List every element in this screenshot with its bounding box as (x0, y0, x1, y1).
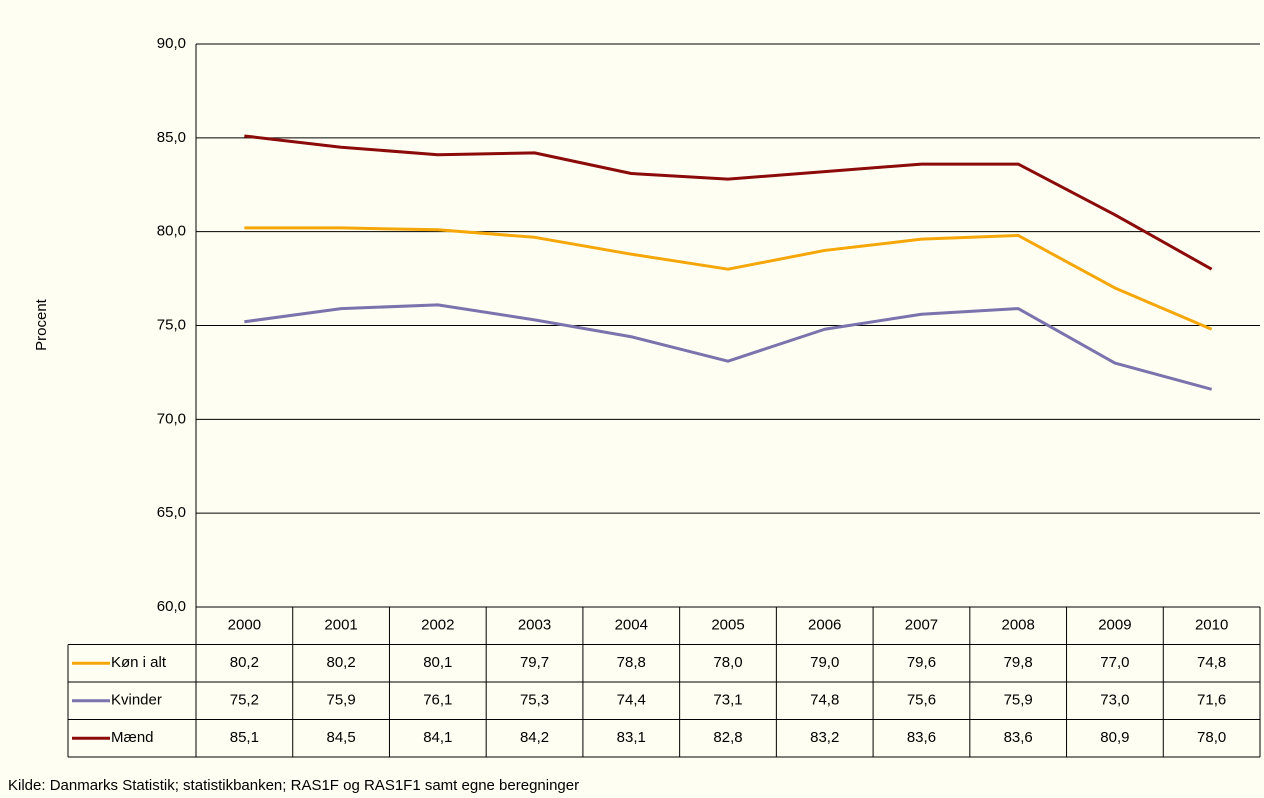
y-tick-label: 75,0 (157, 316, 186, 333)
series-line (244, 303, 1213, 391)
table-value: 82,8 (713, 729, 742, 746)
table-value: 80,9 (1100, 729, 1129, 746)
y-tick-label: 70,0 (157, 410, 186, 427)
table-value: 79,8 (1004, 654, 1033, 671)
table-value: 80,2 (230, 654, 259, 671)
table-value: 74,8 (810, 692, 839, 709)
table-value: 84,2 (520, 729, 549, 746)
y-tick-label: 90,0 (157, 35, 186, 52)
table-value: 83,6 (907, 729, 936, 746)
table-value: 78,8 (617, 654, 646, 671)
table-value: 74,8 (1197, 654, 1226, 671)
table-value: 84,1 (423, 729, 452, 746)
x-tick-label: 2003 (518, 617, 551, 634)
legend-label: Køn i alt (111, 654, 167, 671)
table-value: 75,9 (1004, 692, 1033, 709)
x-tick-label: 2010 (1195, 617, 1228, 634)
table-value: 78,0 (713, 654, 742, 671)
source-note: Kilde: Danmarks Statistik; statistikbank… (8, 777, 579, 794)
table-value: 85,1 (230, 729, 259, 746)
table-value: 83,1 (617, 729, 646, 746)
table-value: 80,1 (423, 654, 452, 671)
x-tick-label: 2008 (1001, 617, 1034, 634)
x-tick-label: 2009 (1098, 617, 1131, 634)
table-value: 83,6 (1004, 729, 1033, 746)
table-value: 78,0 (1197, 729, 1226, 746)
table-value: 79,7 (520, 654, 549, 671)
y-tick-label: 60,0 (157, 598, 186, 615)
legend-label: Kvinder (111, 692, 162, 709)
table-value: 75,2 (230, 692, 259, 709)
x-tick-label: 2000 (228, 617, 261, 634)
y-tick-label: 85,0 (157, 129, 186, 146)
table-value: 80,2 (326, 654, 355, 671)
x-tick-label: 2005 (711, 617, 744, 634)
table-value: 79,6 (907, 654, 936, 671)
table-value: 73,0 (1100, 692, 1129, 709)
table-value: 75,9 (326, 692, 355, 709)
table-value: 83,2 (810, 729, 839, 746)
y-tick-label: 80,0 (157, 223, 186, 240)
table-value: 79,0 (810, 654, 839, 671)
x-tick-label: 2004 (615, 617, 648, 634)
y-tick-label: 65,0 (157, 504, 186, 521)
table-value: 75,3 (520, 692, 549, 709)
x-tick-label: 2006 (808, 617, 841, 634)
table-value: 71,6 (1197, 692, 1226, 709)
table-value: 74,4 (617, 692, 646, 709)
y-axis-label: Procent (33, 298, 50, 351)
series-line (244, 134, 1213, 271)
x-tick-label: 2002 (421, 617, 454, 634)
table-value: 73,1 (713, 692, 742, 709)
legend-label: Mænd (111, 729, 154, 746)
x-tick-label: 2007 (905, 617, 938, 634)
table-value: 75,6 (907, 692, 936, 709)
table-value: 77,0 (1100, 654, 1129, 671)
x-tick-label: 2001 (324, 617, 357, 634)
table-value: 76,1 (423, 692, 452, 709)
table-value: 84,5 (326, 729, 355, 746)
series-line (244, 226, 1213, 331)
